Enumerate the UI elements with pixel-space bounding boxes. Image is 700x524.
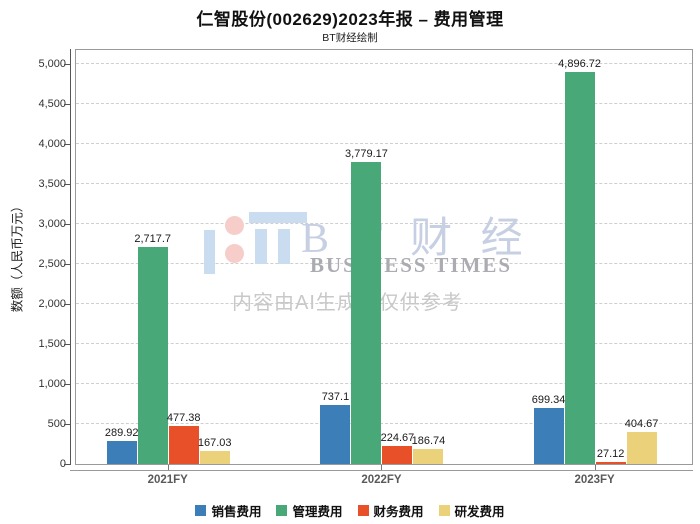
logo-dot [225, 244, 244, 263]
legend-item: 管理费用 [276, 501, 343, 520]
y-tick-label: 500 [47, 417, 66, 430]
legend-swatch [357, 505, 369, 516]
watermark-brand-cn: B T 财 经 [301, 216, 532, 262]
bar-value-label: 4,896.72 [558, 58, 602, 71]
bar [168, 425, 199, 464]
bar-value-label: 27.12 [596, 447, 625, 460]
x-tick-label: 2023FY [574, 474, 615, 486]
x-axis-line [70, 470, 693, 471]
y-tick-label: 2,500 [38, 257, 66, 270]
y-tick-label: 3,500 [38, 177, 66, 190]
gridline [76, 263, 692, 264]
y-tick-label: 5,000 [38, 57, 66, 70]
legend-label: 研发费用 [454, 505, 505, 519]
x-tick-mark [167, 465, 169, 470]
logo-bar [255, 229, 267, 264]
bar [137, 246, 168, 464]
x-tick-mark [594, 465, 596, 470]
bar-value-label: 167.03 [197, 436, 232, 449]
legend-swatch [195, 505, 207, 516]
bar [564, 72, 595, 464]
y-tick-label: 0 [59, 457, 66, 470]
bar-value-label: 477.38 [166, 411, 201, 424]
logo-bar [278, 229, 290, 264]
y-tick-label: 4,000 [38, 137, 66, 150]
y-axis-line [70, 49, 71, 465]
x-tick-label: 2021FY [147, 474, 188, 486]
gridline [76, 303, 692, 304]
bar-value-label: 186.74 [411, 435, 446, 448]
bar [595, 461, 626, 464]
gridline [76, 223, 692, 224]
legend-label: 管理费用 [292, 505, 343, 519]
y-tick-mark [64, 104, 70, 105]
gridline [76, 423, 692, 424]
bar-value-label: 737.1 [321, 391, 350, 404]
bar [413, 449, 444, 464]
bt-logo-icon [204, 212, 308, 276]
legend-item: 研发费用 [438, 501, 505, 520]
y-tick-mark [64, 344, 70, 345]
y-tick-mark [64, 384, 70, 385]
bar-value-label: 404.67 [624, 417, 659, 430]
watermark: B T 财 经 BUSINESS TIMES 内容由AI生成，仅供参考 [204, 210, 594, 365]
y-tick-label: 3,000 [38, 217, 66, 230]
bar [106, 440, 137, 464]
bar [382, 446, 413, 464]
bar [533, 408, 564, 464]
legend-swatch [276, 505, 288, 516]
bar-value-label: 289.92 [104, 426, 139, 439]
gridline [76, 383, 692, 384]
y-tick-label: 2,000 [38, 297, 66, 310]
logo-bar [204, 230, 215, 274]
gridline [76, 103, 692, 104]
x-tick-label: 2022FY [361, 474, 402, 486]
plot-panel: B T 财 经 BUSINESS TIMES 内容由AI生成，仅供参考 289.… [75, 49, 693, 465]
bar [351, 161, 382, 464]
gridline [76, 63, 692, 64]
logo-dot [225, 216, 244, 235]
legend-label: 销售费用 [211, 505, 262, 519]
gridline [76, 143, 692, 144]
y-tick-mark [64, 424, 70, 425]
y-tick-mark [64, 224, 70, 225]
bar-value-label: 3,779.17 [345, 147, 388, 160]
chart-title: 仁智股份(002629)2023年报 – 费用管理 [196, 10, 504, 29]
y-tick-mark [64, 304, 70, 305]
bar-value-label: 699.34 [531, 394, 566, 407]
bar [320, 405, 351, 464]
bar [626, 431, 657, 464]
y-tick-mark [64, 184, 70, 185]
gridline [76, 343, 692, 344]
bar-value-label: 2,717.7 [134, 232, 172, 245]
bar-value-label: 224.67 [380, 432, 415, 445]
x-tick-mark [381, 465, 383, 470]
bar [199, 450, 230, 464]
legend-item: 销售费用 [195, 501, 261, 520]
legend: 销售费用 管理费用 财务费用 研发费用 [0, 501, 700, 520]
watermark-disclaimer: 内容由AI生成，仅供参考 [232, 292, 463, 314]
logo-bar [249, 212, 307, 223]
y-tick-label: 1,000 [38, 377, 66, 390]
y-tick-label: 4,500 [38, 97, 66, 110]
y-tick-mark [64, 464, 70, 465]
y-tick-mark [64, 144, 70, 145]
y-tick-mark [64, 264, 70, 265]
legend-swatch [438, 505, 450, 516]
legend-item: 财务费用 [357, 501, 424, 520]
legend-label: 财务费用 [373, 505, 424, 519]
watermark-brand-en: BUSINESS TIMES [310, 253, 513, 277]
gridline [76, 183, 692, 184]
y-tick-mark [64, 64, 70, 65]
chart-subtitle: BT财经绘制 [322, 32, 378, 44]
y-tick-label: 1,500 [38, 337, 66, 350]
